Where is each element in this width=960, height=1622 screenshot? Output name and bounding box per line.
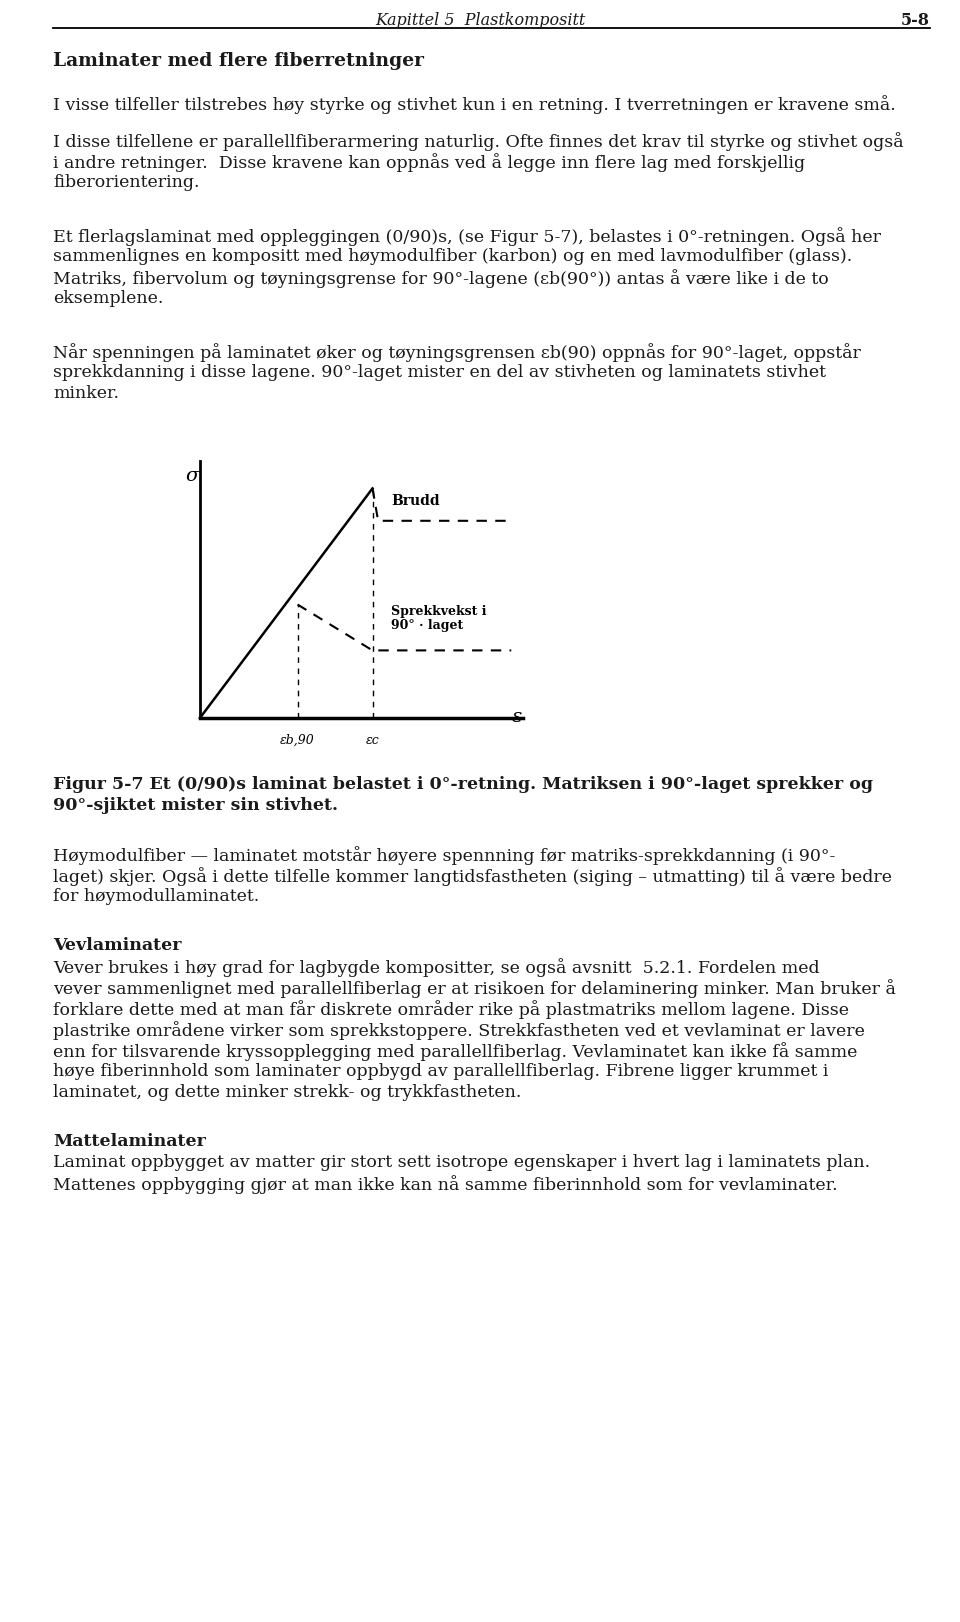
Text: laminatet, og dette minker strekk- og trykkfastheten.: laminatet, og dette minker strekk- og tr… (53, 1083, 521, 1101)
Text: minker.: minker. (53, 384, 119, 402)
Text: Sprekkvekst i
90° · laget: Sprekkvekst i 90° · laget (392, 605, 487, 633)
Text: Laminat oppbygget av matter gir stort sett isotrope egenskaper i hvert lag i lam: Laminat oppbygget av matter gir stort se… (53, 1153, 870, 1171)
Text: εc: εc (366, 735, 379, 748)
Text: Figur 5-7 Et (0/90)s laminat belastet i 0°-retning. Matriksen i 90°-laget sprekk: Figur 5-7 Et (0/90)s laminat belastet i … (53, 775, 873, 793)
Text: Vever brukes i høy grad for lagbygde kompositter, se også avsnitt  5.2.1. Fordel: Vever brukes i høy grad for lagbygde kom… (53, 959, 820, 976)
Text: I disse tilfellene er parallellfiberarmering naturlig. Ofte finnes det krav til : I disse tilfellene er parallellfiberarme… (53, 131, 903, 151)
Text: Laminater med flere fiberretninger: Laminater med flere fiberretninger (53, 52, 424, 70)
Text: I visse tilfeller tilstrebes høy styrke og stivhet kun i en retning. I tverretni: I visse tilfeller tilstrebes høy styrke … (53, 96, 896, 114)
Text: Et flerlagslaminat med oppleggingen (0/90)s, (se Figur 5-7), belastes i 0°-retni: Et flerlagslaminat med oppleggingen (0/9… (53, 227, 881, 247)
Text: vever sammenlignet med parallellfiberlag er at risikoen for delaminering minker.: vever sammenlignet med parallellfiberlag… (53, 980, 896, 998)
Text: Høymodulfiber — laminatet motstår høyere spennning før matriks-sprekkdanning (i : Høymodulfiber — laminatet motstår høyere… (53, 847, 835, 865)
Text: eksemplene.: eksemplene. (53, 290, 163, 307)
Text: Vevlaminater: Vevlaminater (53, 938, 181, 954)
Text: 5-8: 5-8 (901, 11, 930, 29)
Text: sammenlignes en kompositt med høymodulfiber (karbon) og en med lavmodulfiber (gl: sammenlignes en kompositt med høymodulfi… (53, 248, 852, 264)
Text: fiberorientering.: fiberorientering. (53, 174, 200, 191)
Text: Kapittel 5  Plastkompositt: Kapittel 5 Plastkompositt (374, 11, 586, 29)
Text: forklare dette med at man får diskrete områder rike på plastmatriks mellom lagen: forklare dette med at man får diskrete o… (53, 1001, 849, 1019)
Text: σ: σ (186, 467, 199, 485)
Text: for høymodullaminatet.: for høymodullaminatet. (53, 887, 259, 905)
Text: plastrike områdene virker som sprekkstoppere. Strekkfastheten ved et vevlaminat : plastrike områdene virker som sprekkstop… (53, 1020, 865, 1040)
Text: εb,90: εb,90 (280, 735, 315, 748)
Text: Mattelaminater: Mattelaminater (53, 1134, 205, 1150)
Text: sprekkdanning i disse lagene. 90°-laget mister en del av stivheten og laminatets: sprekkdanning i disse lagene. 90°-laget … (53, 363, 826, 381)
Text: Mattenes oppbygging gjør at man ikke kan nå samme fiberinnhold som for vevlamina: Mattenes oppbygging gjør at man ikke kan… (53, 1174, 838, 1194)
Text: Brudd: Brudd (392, 493, 440, 508)
Text: laget) skjer. Også i dette tilfelle kommer langtidsfastheten (siging – utmatting: laget) skjer. Også i dette tilfelle komm… (53, 868, 892, 886)
Text: 90°-sjiktet mister sin stivhet.: 90°-sjiktet mister sin stivhet. (53, 796, 338, 814)
Text: ε: ε (512, 707, 522, 727)
Text: enn for tilsvarende kryssopplegging med parallellfiberlag. Vevlaminatet kan ikke: enn for tilsvarende kryssopplegging med … (53, 1041, 857, 1061)
Text: Når spenningen på laminatet øker og tøyningsgrensen εb(90) oppnås for 90°-laget,: Når spenningen på laminatet øker og tøyn… (53, 342, 861, 362)
Text: Matriks, fibervolum og tøyningsgrense for 90°-lagene (εb(90°)) antas å være like: Matriks, fibervolum og tøyningsgrense fo… (53, 269, 828, 289)
Text: høye fiberinnhold som laminater oppbygd av parallellfiberlag. Fibrene ligger kru: høye fiberinnhold som laminater oppbygd … (53, 1062, 828, 1080)
Text: i andre retninger.  Disse kravene kan oppnås ved å legge inn flere lag med forsk: i andre retninger. Disse kravene kan opp… (53, 152, 805, 172)
